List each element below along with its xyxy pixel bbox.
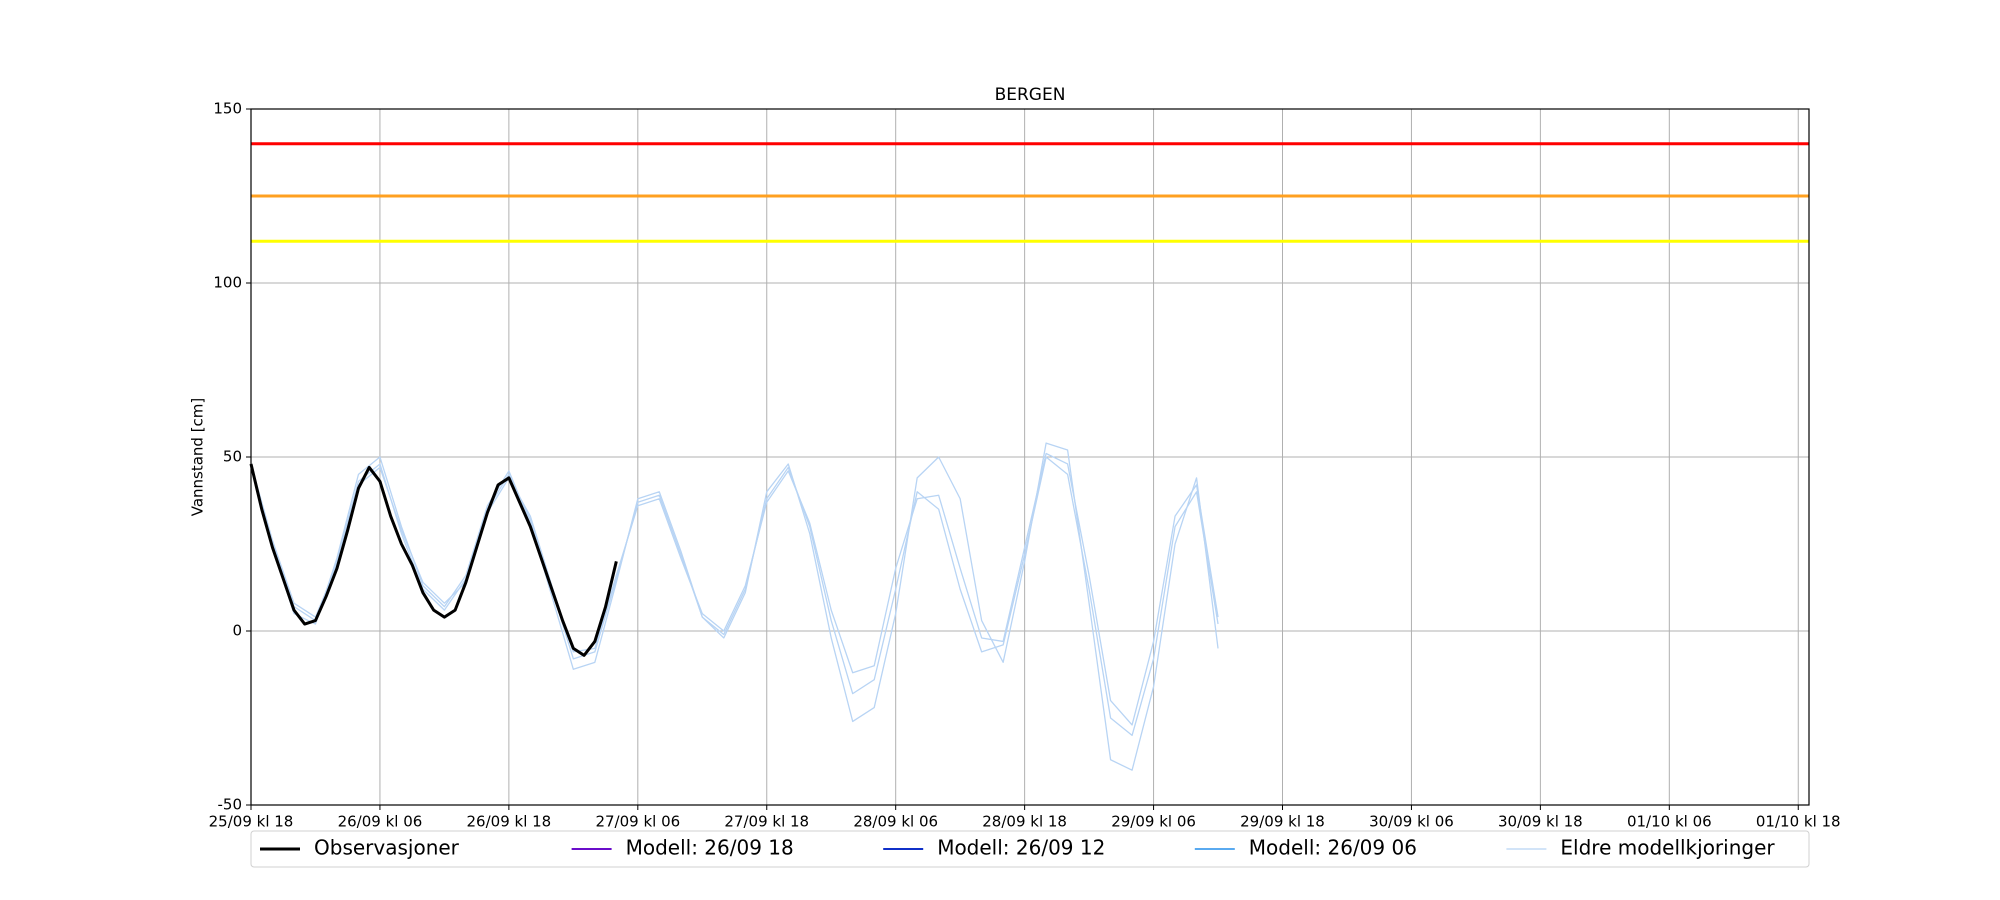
y-tick-label: -50 (218, 796, 243, 814)
x-tick-label: 30/09 kl 06 (1369, 813, 1454, 831)
x-tick-label: 29/09 kl 06 (1111, 813, 1196, 831)
legend-box (250, 830, 1810, 868)
legend-label: Observasjoner (314, 836, 460, 860)
y-tick-label: 150 (213, 100, 242, 118)
x-tick-label: 01/10 kl 18 (1756, 813, 1841, 831)
legend-label: Modell: 26/09 18 (626, 836, 794, 860)
x-tick-label: 28/09 kl 06 (853, 813, 938, 831)
y-tick-label: 100 (213, 274, 242, 292)
legend-label: Modell: 26/09 06 (1249, 836, 1417, 860)
plot-frame (250, 108, 1810, 806)
series-line (250, 442, 1219, 771)
series-line (250, 452, 1219, 726)
legend-label: Modell: 26/09 12 (937, 836, 1105, 860)
x-tick-label: 29/09 kl 18 (1240, 813, 1325, 831)
x-tick-label: 27/09 kl 06 (595, 813, 680, 831)
series-line (249, 463, 618, 657)
x-tick-label: 27/09 kl 18 (724, 813, 809, 831)
chart-title: BERGEN (995, 85, 1066, 105)
y-tick-label: 50 (223, 448, 242, 466)
y-tick-label: 0 (232, 622, 242, 640)
series-line (250, 456, 1219, 737)
x-tick-label: 25/09 kl 18 (209, 813, 294, 831)
x-tick-label: 28/09 kl 18 (982, 813, 1067, 831)
x-tick-label: 26/09 kl 18 (467, 813, 552, 831)
x-tick-label: 01/10 kl 06 (1627, 813, 1712, 831)
legend-label: Eldre modellkjoringer (1560, 836, 1775, 860)
x-tick-label: 30/09 kl 18 (1498, 813, 1583, 831)
x-tick-label: 26/09 kl 06 (338, 813, 423, 831)
y-axis-label: Vannstand [cm] (189, 398, 207, 517)
